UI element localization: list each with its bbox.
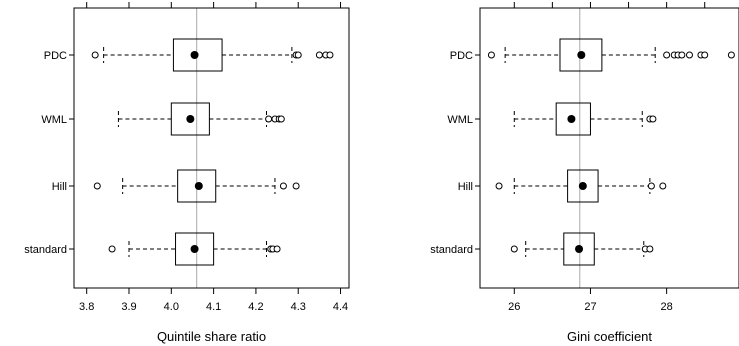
outlier-point: [646, 245, 654, 253]
panel-2: standard Hill WML PDC 26 27 28 Gini coefficient: [430, 2, 739, 344]
category-label: PDC: [44, 50, 67, 62]
mean-point: [190, 245, 199, 253]
outlier-point: [685, 51, 693, 59]
category-label: Hill: [458, 181, 473, 193]
category-label: Hill: [52, 181, 67, 193]
outlier-point: [279, 182, 287, 190]
category-label: standard: [24, 244, 67, 256]
x-axis-title: Gini coefficient: [567, 329, 652, 344]
outlier-point: [649, 115, 657, 123]
box-rect: [177, 169, 217, 203]
outlier-point: [678, 51, 686, 59]
outlier-point: [273, 245, 281, 253]
category-label: WML: [41, 114, 67, 126]
x-tick-label: 3.9: [121, 301, 136, 313]
box-rect: [559, 38, 603, 72]
outlier-point: [663, 51, 671, 59]
mean-point: [577, 51, 586, 59]
x-axis-title: Quintile share ratio: [157, 329, 266, 344]
mean-point: [578, 182, 587, 190]
plot-frame: [479, 7, 739, 289]
box-hill: Hill: [52, 169, 300, 203]
box-wml: WML: [447, 102, 657, 136]
outlier-point: [659, 182, 667, 190]
outlier-point: [495, 182, 503, 190]
box-pdc: PDC: [44, 38, 334, 72]
outlier-point: [265, 115, 273, 123]
box-rect: [567, 169, 599, 203]
outlier-point: [487, 51, 495, 59]
x-tick-label: 3.8: [79, 301, 94, 313]
category-label: WML: [447, 114, 473, 126]
box-standard: standard: [24, 232, 281, 266]
box-rect: [555, 102, 591, 136]
outlier-point: [701, 51, 709, 59]
box-rect: [563, 232, 595, 266]
panel-1: standard Hill WML PDC 3.8 3.9 4.0 4.1 4.2 4.3 4.4 Q…: [24, 2, 350, 344]
plot-frame: [73, 7, 350, 289]
outlier-point: [292, 182, 300, 190]
mean-point: [190, 51, 199, 59]
outlier-point: [93, 182, 101, 190]
outlier-point: [727, 51, 735, 59]
mean-point: [186, 115, 195, 123]
x-tick-label: 28: [661, 301, 673, 313]
box-rect: [175, 232, 215, 266]
category-label: standard: [430, 244, 473, 256]
mean-point: [575, 245, 584, 253]
outlier-point: [91, 51, 99, 59]
box-rect: [170, 102, 210, 136]
box-rect: [172, 38, 223, 72]
outlier-point: [326, 51, 334, 59]
category-label: PDC: [450, 50, 473, 62]
outlier-point: [315, 51, 323, 59]
outlier-point: [294, 51, 302, 59]
outlier-point: [510, 245, 518, 253]
box-hill: Hill: [458, 169, 667, 203]
box-standard: standard: [430, 232, 654, 266]
outlier-point: [108, 245, 116, 253]
x-tick-label: 4.0: [164, 301, 179, 313]
x-tick-label: 27: [584, 301, 596, 313]
mean-point: [567, 115, 576, 123]
x-tick-label: 4.4: [333, 301, 348, 313]
mean-point: [194, 182, 203, 190]
outlier-point: [277, 115, 285, 123]
x-tick-label: 26: [508, 301, 520, 313]
x-tick-label: 4.2: [248, 301, 263, 313]
box-wml: WML: [41, 102, 285, 136]
x-tick-label: 4.1: [206, 301, 221, 313]
x-tick-label: 4.3: [291, 301, 306, 313]
box-pdc: PDC: [450, 38, 735, 72]
outlier-point: [647, 182, 655, 190]
